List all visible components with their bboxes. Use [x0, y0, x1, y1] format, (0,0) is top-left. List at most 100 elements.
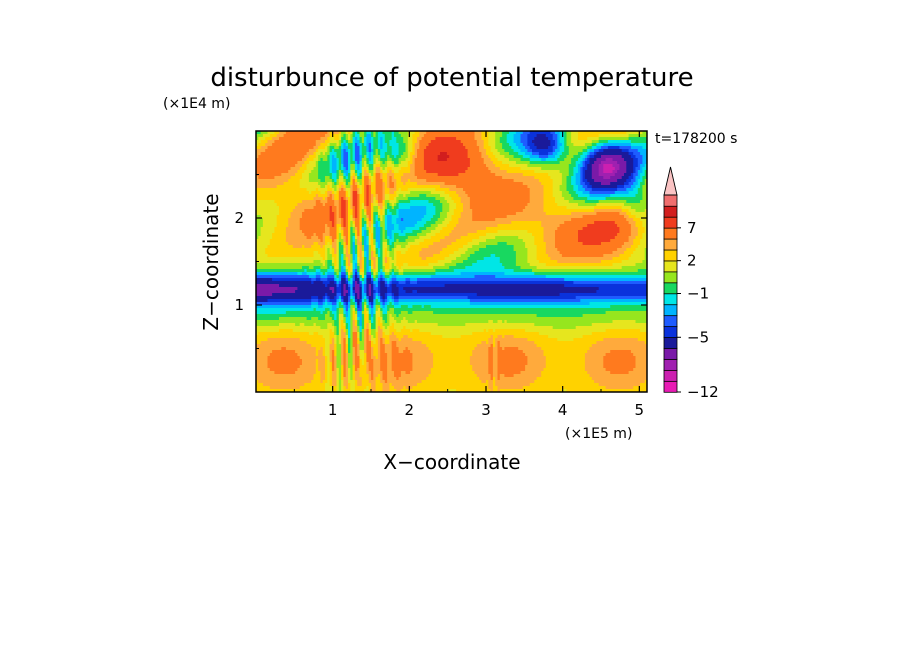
field-cell	[564, 200, 568, 204]
field-cell	[548, 155, 551, 159]
field-cell	[359, 209, 363, 213]
field-cell	[568, 149, 572, 153]
field-cell	[578, 206, 581, 210]
field-cell	[341, 170, 344, 174]
field-cell	[322, 164, 326, 168]
field-cell	[566, 137, 570, 141]
field-cell	[578, 197, 581, 201]
field-cell	[311, 131, 315, 135]
field-cell	[532, 146, 535, 150]
field-cell	[272, 179, 275, 183]
field-cell	[463, 206, 466, 210]
field-cell	[630, 212, 634, 216]
field-cell	[589, 209, 593, 213]
field-cell	[594, 182, 597, 186]
field-cell	[640, 173, 643, 177]
field-cell	[555, 143, 558, 147]
field-cell	[582, 197, 586, 201]
field-cell	[499, 158, 503, 162]
field-cell	[532, 215, 535, 219]
field-cell	[587, 200, 591, 204]
field-cell	[529, 152, 533, 156]
field-cell	[318, 134, 321, 138]
field-cell	[396, 161, 400, 165]
field-cell	[290, 191, 294, 195]
field-cell	[453, 212, 457, 216]
field-cell	[398, 131, 402, 135]
field-cell	[545, 173, 549, 177]
field-cell	[605, 176, 609, 180]
field-cell	[368, 209, 372, 213]
field-cell	[281, 212, 285, 216]
field-cell	[601, 215, 604, 219]
field-cell	[334, 194, 338, 198]
field-cell	[387, 158, 390, 162]
field-cell	[637, 206, 641, 210]
field-cell	[573, 212, 577, 216]
field-cell	[407, 203, 411, 207]
field-cell	[345, 152, 349, 156]
field-cell	[350, 182, 354, 186]
field-cell	[541, 146, 545, 150]
field-cell	[341, 185, 344, 189]
field-cell	[290, 182, 294, 186]
field-cell	[479, 191, 482, 195]
field-cell	[279, 194, 282, 198]
field-cell	[329, 164, 333, 168]
field-cell	[476, 206, 480, 210]
field-cell	[435, 134, 439, 138]
field-cell	[433, 143, 436, 147]
field-cell	[515, 212, 519, 216]
field-cell	[444, 158, 448, 162]
field-cell	[421, 206, 425, 210]
field-cell	[465, 203, 469, 207]
field-cell	[591, 140, 595, 144]
field-cell	[299, 131, 303, 135]
field-cell	[304, 146, 308, 150]
field-cell	[269, 197, 273, 201]
field-cell	[488, 149, 492, 153]
field-cell	[522, 179, 526, 183]
field-cell	[541, 182, 545, 186]
field-cell	[644, 146, 647, 150]
field-cell	[472, 206, 476, 210]
field-cell	[410, 134, 413, 138]
field-cell	[607, 170, 611, 174]
field-cell	[426, 197, 430, 201]
field-cell	[306, 182, 310, 186]
field-cell	[354, 146, 358, 150]
field-cell	[449, 173, 453, 177]
field-cell	[476, 170, 480, 174]
field-cell	[619, 158, 623, 162]
field-cell	[550, 215, 554, 219]
field-cell	[598, 194, 602, 198]
field-cell	[387, 164, 390, 168]
field-cell	[444, 209, 448, 213]
field-cell	[428, 170, 432, 174]
field-cell	[564, 176, 568, 180]
field-cell	[522, 161, 526, 165]
field-cell	[614, 191, 618, 195]
field-cell	[571, 161, 574, 165]
field-cell	[483, 134, 487, 138]
field-cell	[504, 134, 508, 138]
field-cell	[449, 134, 453, 138]
field-cell	[357, 179, 361, 183]
field-cell	[373, 200, 377, 204]
field-cell	[584, 134, 588, 138]
field-cell	[626, 146, 630, 150]
field-cell	[559, 173, 563, 177]
field-cell	[488, 206, 492, 210]
field-cell	[446, 188, 450, 192]
field-cell	[343, 131, 347, 135]
field-cell	[299, 200, 303, 204]
field-cell	[591, 185, 595, 189]
field-cell	[405, 149, 409, 153]
field-cell	[486, 200, 489, 204]
field-cell	[331, 134, 335, 138]
field-cell	[610, 191, 614, 195]
field-cell	[488, 164, 492, 168]
field-cell	[580, 173, 584, 177]
field-cell	[495, 176, 499, 180]
field-cell	[621, 194, 625, 198]
